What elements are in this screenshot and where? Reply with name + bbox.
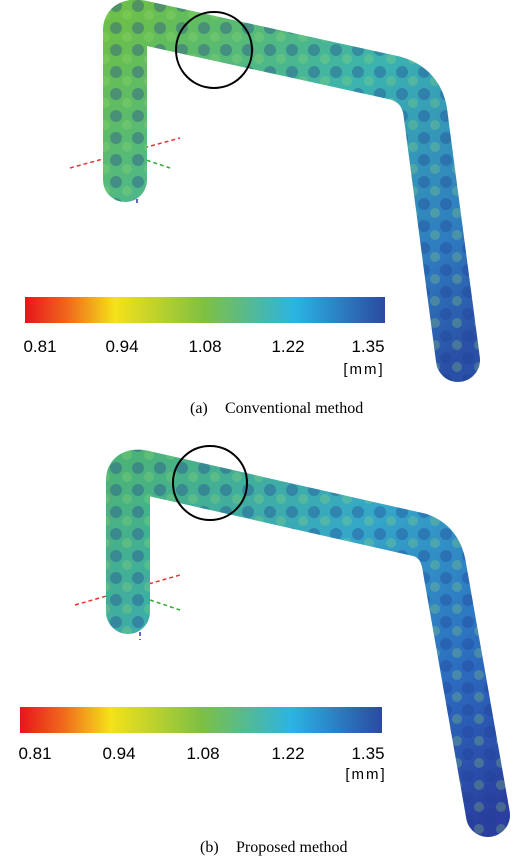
colorbar-tick: 1.08: [186, 744, 219, 763]
colorbar: [20, 707, 382, 733]
colorbar-tick: 1.22: [271, 337, 304, 356]
colorbar-tick: 1.35: [351, 744, 384, 763]
colorbar-tick: 0.94: [105, 337, 138, 356]
model-render: [69, 0, 480, 382]
colorbar-tick: 1.35: [351, 337, 384, 356]
colorbar-tick: 1.22: [271, 744, 304, 763]
panel-a: 0.81 0.94 1.08 1.22 1.35 [mm] (a) Conven…: [23, 0, 480, 417]
colorbar-unit: [mm]: [345, 766, 386, 783]
colorbar-tick: 0.81: [23, 337, 56, 356]
model-render: [74, 445, 510, 837]
colorbar-tick: 0.81: [18, 744, 51, 763]
colorbar-tick: 1.08: [188, 337, 221, 356]
colorbar-unit: [mm]: [343, 361, 384, 378]
caption-label: (b): [200, 839, 219, 856]
caption-text: Conventional method: [225, 400, 363, 417]
colorbar: [25, 297, 385, 323]
panel-b: 0.81 0.94 1.08 1.22 1.35 [mm] (b) Propos…: [18, 445, 510, 856]
colorbar-tick: 0.94: [102, 744, 135, 763]
caption-text: Proposed method: [236, 839, 348, 856]
caption-label: (a): [190, 400, 208, 417]
